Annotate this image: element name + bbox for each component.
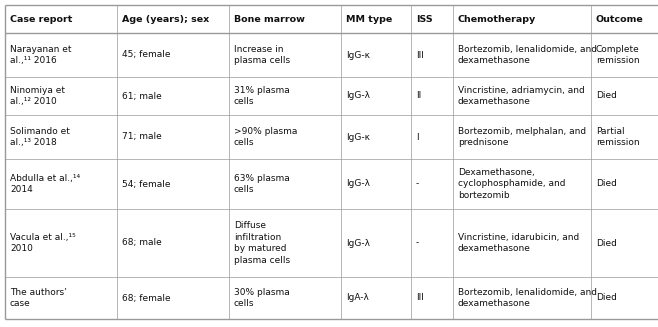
- Text: Dexamethasone,
cyclophosphamide, and
bortezomib: Dexamethasone, cyclophosphamide, and bor…: [458, 168, 565, 200]
- Bar: [591, 277, 658, 319]
- Bar: [5, 209, 117, 277]
- Bar: [229, 277, 341, 319]
- Bar: [5, 77, 117, 115]
- Bar: [117, 159, 229, 209]
- Bar: [411, 115, 453, 159]
- Bar: [5, 33, 117, 77]
- Bar: [411, 33, 453, 77]
- Bar: [229, 159, 341, 209]
- Text: Bone marrow: Bone marrow: [234, 14, 305, 24]
- Bar: [411, 277, 453, 319]
- Text: Bortezomib, lenalidomide, and
dexamethasone: Bortezomib, lenalidomide, and dexamethas…: [458, 288, 597, 308]
- Text: Age (years); sex: Age (years); sex: [122, 14, 209, 24]
- Text: MM type: MM type: [346, 14, 392, 24]
- Text: II: II: [416, 92, 421, 100]
- Text: Vincristine, idarubicin, and
dexamethasone: Vincristine, idarubicin, and dexamethaso…: [458, 233, 579, 253]
- Text: Died: Died: [596, 238, 617, 248]
- Text: Died: Died: [596, 92, 617, 100]
- Text: IgG-λ: IgG-λ: [346, 238, 370, 248]
- Text: Abdulla et al.,¹⁴
2014: Abdulla et al.,¹⁴ 2014: [10, 174, 80, 194]
- Bar: [453, 5, 591, 33]
- Bar: [341, 5, 411, 33]
- Text: Chemotherapy: Chemotherapy: [458, 14, 536, 24]
- Bar: [5, 159, 117, 209]
- Text: 71; male: 71; male: [122, 132, 162, 142]
- Bar: [411, 77, 453, 115]
- Bar: [591, 209, 658, 277]
- Bar: [5, 115, 117, 159]
- Bar: [229, 115, 341, 159]
- Bar: [453, 33, 591, 77]
- Bar: [453, 277, 591, 319]
- Text: Solimando et
al.,¹³ 2018: Solimando et al.,¹³ 2018: [10, 127, 70, 147]
- Bar: [591, 33, 658, 77]
- Text: 45; female: 45; female: [122, 50, 170, 60]
- Bar: [341, 33, 411, 77]
- Bar: [591, 115, 658, 159]
- Text: 30% plasma
cells: 30% plasma cells: [234, 288, 290, 308]
- Text: Case report: Case report: [10, 14, 72, 24]
- Text: Vincristine, adriamycin, and
dexamethasone: Vincristine, adriamycin, and dexamethaso…: [458, 86, 585, 106]
- Text: ISS: ISS: [416, 14, 432, 24]
- Text: 68; male: 68; male: [122, 238, 162, 248]
- Text: 61; male: 61; male: [122, 92, 162, 100]
- Text: Died: Died: [596, 294, 617, 302]
- Bar: [591, 159, 658, 209]
- Text: IgA-λ: IgA-λ: [346, 294, 369, 302]
- Text: IgG-κ: IgG-κ: [346, 132, 370, 142]
- Text: IgG-λ: IgG-λ: [346, 180, 370, 188]
- Bar: [453, 77, 591, 115]
- Text: 31% plasma
cells: 31% plasma cells: [234, 86, 290, 106]
- Bar: [117, 115, 229, 159]
- Bar: [229, 5, 341, 33]
- Bar: [117, 5, 229, 33]
- Text: IgG-κ: IgG-κ: [346, 50, 370, 60]
- Bar: [117, 209, 229, 277]
- Text: Ninomiya et
al.,¹² 2010: Ninomiya et al.,¹² 2010: [10, 86, 65, 106]
- Text: 63% plasma
cells: 63% plasma cells: [234, 174, 290, 194]
- Bar: [591, 77, 658, 115]
- Text: -: -: [416, 180, 419, 188]
- Text: Narayanan et
al.,¹¹ 2016: Narayanan et al.,¹¹ 2016: [10, 45, 72, 65]
- Bar: [229, 33, 341, 77]
- Text: Outcome: Outcome: [596, 14, 644, 24]
- Text: Partial
remission: Partial remission: [596, 127, 640, 147]
- Text: 68; female: 68; female: [122, 294, 170, 302]
- Text: I: I: [416, 132, 418, 142]
- Bar: [5, 277, 117, 319]
- Bar: [411, 159, 453, 209]
- Text: >90% plasma
cells: >90% plasma cells: [234, 127, 297, 147]
- Bar: [5, 5, 117, 33]
- Bar: [453, 115, 591, 159]
- Bar: [453, 159, 591, 209]
- Bar: [453, 209, 591, 277]
- Text: Bortezomib, melphalan, and
prednisone: Bortezomib, melphalan, and prednisone: [458, 127, 586, 147]
- Text: III: III: [416, 294, 424, 302]
- Bar: [341, 77, 411, 115]
- Bar: [229, 77, 341, 115]
- Bar: [229, 209, 341, 277]
- Bar: [411, 5, 453, 33]
- Text: IgG-λ: IgG-λ: [346, 92, 370, 100]
- Bar: [341, 209, 411, 277]
- Text: Died: Died: [596, 180, 617, 188]
- Text: Complete
remission: Complete remission: [596, 45, 640, 65]
- Text: III: III: [416, 50, 424, 60]
- Text: Diffuse
infiltration
by matured
plasma cells: Diffuse infiltration by matured plasma c…: [234, 221, 290, 265]
- Bar: [341, 115, 411, 159]
- Bar: [591, 5, 658, 33]
- Bar: [117, 277, 229, 319]
- Text: Increase in
plasma cells: Increase in plasma cells: [234, 45, 290, 65]
- Text: Vacula et al.,¹⁵
2010: Vacula et al.,¹⁵ 2010: [10, 233, 76, 253]
- Bar: [341, 277, 411, 319]
- Bar: [341, 159, 411, 209]
- Bar: [117, 77, 229, 115]
- Text: Bortezomib, lenalidomide, and
dexamethasone: Bortezomib, lenalidomide, and dexamethas…: [458, 45, 597, 65]
- Text: The authors’
case: The authors’ case: [10, 288, 67, 308]
- Bar: [117, 33, 229, 77]
- Text: -: -: [416, 238, 419, 248]
- Text: 54; female: 54; female: [122, 180, 170, 188]
- Bar: [411, 209, 453, 277]
